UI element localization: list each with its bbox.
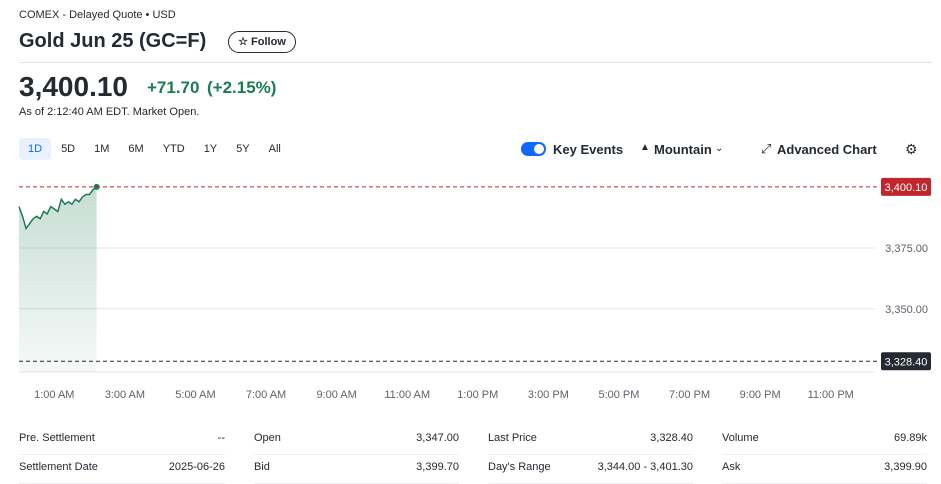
range-selector: 1D 5D 1M 6M YTD 1Y 5Y All	[19, 138, 291, 160]
x-tick-label: 7:00 PM	[669, 389, 710, 401]
reference-label: 3,328.40	[885, 356, 928, 368]
follow-button[interactable]: ☆ Follow	[228, 31, 296, 53]
y-tick-label: 3,350.00	[885, 304, 928, 316]
y-tick-label: 3,375.00	[885, 243, 928, 255]
range-button[interactable]: 1D	[19, 138, 52, 160]
range-button[interactable]: All	[268, 143, 281, 155]
reference-label-box	[881, 352, 931, 371]
stat-divider	[254, 454, 459, 455]
chart-style[interactable]: Mountain	[654, 142, 712, 157]
key-events-toggle[interactable]	[521, 142, 546, 156]
x-tick-label: 11:00 PM	[808, 389, 854, 401]
stat-label: Day's Range	[488, 461, 551, 473]
area	[19, 186, 97, 372]
stat-label: Ask	[722, 461, 741, 473]
reference-label: 3,400.10	[885, 182, 928, 194]
timestamp: As of 2:12:40 AM EDT. Market Open.	[19, 106, 200, 118]
stat-label: Last Price	[488, 432, 537, 444]
divider	[19, 62, 932, 63]
range-button[interactable]: 5D	[61, 143, 76, 155]
stat-value: 3,347.00	[416, 432, 459, 444]
stat-divider	[488, 454, 693, 455]
mountain-icon: ▲	[640, 142, 650, 153]
stat-value: 2025-06-26	[168, 461, 225, 473]
x-tick-label: 9:00 PM	[740, 389, 781, 401]
x-tick-label: 3:00 PM	[528, 389, 569, 401]
x-tick-label: 7:00 AM	[246, 389, 286, 401]
stat-value: 3,399.90	[884, 461, 927, 473]
key-events[interactable]: Key Events	[553, 142, 624, 157]
expand-icon: ⤢	[761, 141, 772, 156]
x-tick-label: 5:00 PM	[598, 389, 639, 401]
reference-label-box	[881, 177, 931, 196]
range-button[interactable]: 1M	[94, 143, 110, 155]
x-tick-label: 1:00 AM	[34, 389, 74, 401]
stat-value: --	[217, 432, 225, 444]
x-tick-label: 1:00 PM	[457, 389, 498, 401]
exchange: COMEX - Delayed Quote • USD	[19, 9, 176, 21]
stat-divider	[722, 454, 927, 455]
x-tick-label: 3:00 AM	[105, 389, 145, 401]
stat-label: Bid	[254, 461, 270, 473]
x-tick-label: 11:00 AM	[384, 389, 430, 401]
title: Gold Jun 25 (GC=F)	[19, 30, 207, 52]
caret: ⌄	[715, 143, 724, 154]
stat-divider	[19, 454, 225, 455]
range-button[interactable]: YTD	[162, 143, 185, 155]
stat-label: Pre. Settlement	[19, 432, 95, 444]
range-button[interactable]: 5Y	[236, 143, 250, 155]
stat-value: 3,344.00 - 3,401.30	[597, 461, 693, 473]
stat-label: Settlement Date	[19, 461, 98, 473]
range-button[interactable]: 6M	[128, 143, 144, 155]
x-tick-label: 9:00 AM	[316, 389, 356, 401]
stat-value: 69.89k	[893, 432, 927, 444]
line	[18, 186, 98, 231]
price: 3,400.10	[19, 71, 128, 102]
stat-value: 3,328.40	[650, 432, 693, 444]
advanced-chart[interactable]: Advanced Chart	[777, 142, 877, 157]
stat-value: 3,399.70	[416, 461, 459, 473]
stat-label: Volume	[722, 432, 759, 444]
follow-label[interactable]: Follow	[251, 36, 286, 48]
stat-label: Open	[254, 432, 281, 444]
x-tick-label: 5:00 AM	[175, 389, 215, 401]
range-button[interactable]: 1Y	[203, 143, 218, 155]
settings[interactable]: ⚙	[905, 141, 918, 157]
change-percent: (+2.15%)	[207, 78, 277, 97]
change: +71.70	[147, 78, 200, 97]
